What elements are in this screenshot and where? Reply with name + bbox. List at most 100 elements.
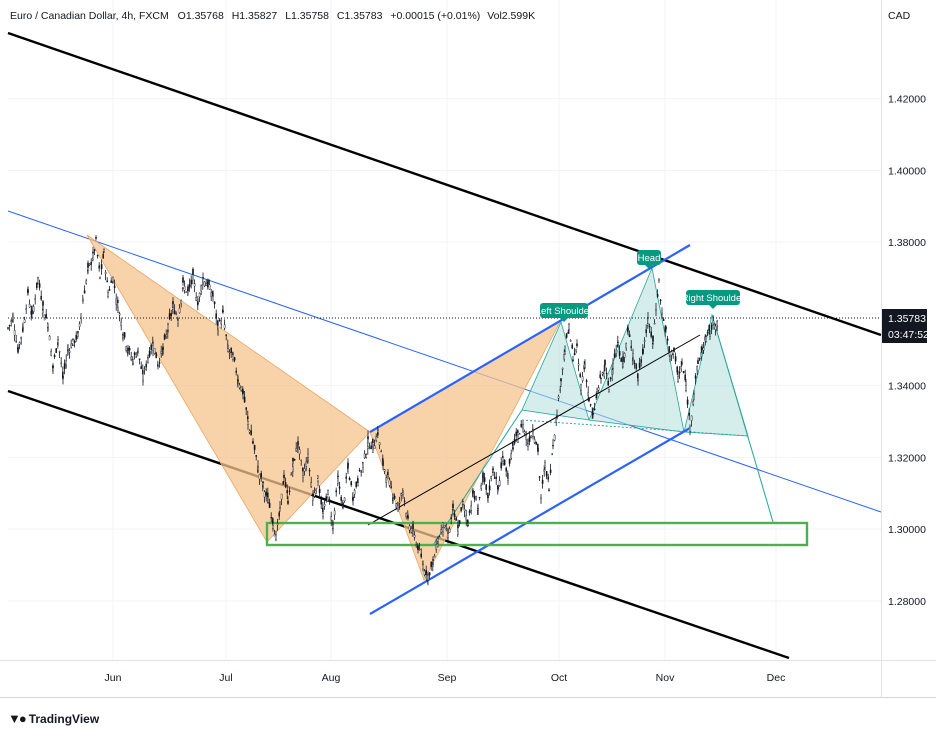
candle-body — [348, 477, 351, 480]
candle-body — [556, 415, 558, 419]
candle-body — [445, 528, 448, 530]
candle-body — [388, 479, 391, 486]
candle-body — [448, 528, 451, 533]
candle-body — [600, 377, 602, 380]
candle-body — [402, 492, 404, 495]
candle-body — [115, 298, 117, 305]
candle-body — [597, 387, 600, 391]
price-axis[interactable]: 1.420001.400001.380001.360001.340001.320… — [888, 94, 926, 608]
candle-body — [265, 491, 268, 496]
candle-body — [669, 356, 671, 360]
candle-body — [412, 523, 414, 529]
candle-body — [273, 534, 276, 537]
candle-body — [655, 308, 657, 311]
candle-body — [637, 379, 639, 382]
svg-text:1.35783: 1.35783 — [888, 313, 926, 325]
candle-body — [191, 274, 194, 281]
candle-body — [596, 391, 598, 394]
candle-body — [522, 424, 524, 429]
candle-body — [702, 347, 705, 351]
candle-body — [107, 292, 109, 297]
candle-body — [120, 321, 122, 327]
candle-body — [587, 392, 589, 396]
candle-body — [564, 351, 566, 355]
candle-body — [228, 351, 231, 354]
candle-body — [645, 329, 647, 333]
candle-body — [716, 320, 718, 326]
candle-body — [218, 319, 221, 322]
candle-body — [470, 505, 473, 511]
candle-body — [505, 467, 508, 472]
candle-body — [377, 430, 379, 433]
candle-body — [537, 448, 539, 452]
svg-text:Euro / Canadian Dollar, 4h, FX: Euro / Canadian Dollar, 4h, FXCM O1.3576… — [10, 10, 535, 22]
candle-body — [225, 334, 228, 336]
candle-body — [91, 258, 94, 261]
candle-body — [460, 507, 463, 511]
candle-body — [22, 327, 24, 329]
time-axis[interactable]: Jun Jul Aug Sep Oct Nov Dec — [105, 672, 786, 684]
candle-body — [696, 366, 698, 371]
candle-body — [365, 454, 368, 458]
candle-body — [492, 468, 494, 471]
candle-body — [575, 348, 577, 352]
tradingview-logo[interactable]: ▼● TradingView — [8, 711, 99, 726]
candle-body — [475, 499, 478, 501]
candle-body — [682, 371, 685, 373]
candle-body — [468, 510, 471, 513]
candle-body — [523, 431, 526, 434]
candle-body — [357, 478, 359, 483]
candle-body — [34, 298, 36, 300]
candle-body — [457, 524, 459, 528]
candle-body — [601, 372, 604, 375]
candle-body — [535, 441, 537, 445]
candle-body — [188, 284, 191, 288]
candle-body — [533, 439, 536, 443]
candle-body — [158, 362, 161, 364]
candle-body — [673, 347, 675, 352]
candle-body — [425, 570, 428, 575]
candle-body — [714, 325, 717, 330]
candle-body — [93, 249, 96, 251]
candle-body — [658, 279, 660, 281]
change-value: +0.00015 (+0.01%) — [390, 10, 480, 22]
candle-body — [312, 493, 314, 497]
candle-body — [48, 335, 51, 341]
candle-body — [175, 313, 178, 315]
candle-body — [282, 481, 285, 485]
candle-body — [182, 277, 184, 283]
candle-body — [397, 504, 399, 510]
candle-body — [387, 474, 389, 478]
candle-body — [412, 533, 414, 535]
candle-body — [659, 299, 662, 302]
candle-body — [208, 284, 211, 290]
candle-body — [216, 320, 219, 326]
candle-body — [548, 489, 550, 491]
candle-body — [347, 462, 349, 468]
candle-body — [240, 386, 243, 391]
candle-body — [187, 286, 189, 291]
candle-body — [408, 525, 411, 531]
candle-body — [656, 294, 659, 297]
candle-body — [576, 343, 578, 347]
candle-body — [328, 499, 331, 502]
candle-body — [540, 497, 542, 500]
candle-body — [248, 430, 251, 433]
candle-body — [367, 446, 369, 449]
hs-left-shoulder-area — [521, 320, 590, 421]
candle-body — [698, 358, 701, 360]
candle-body — [63, 363, 66, 370]
candle-body — [520, 424, 522, 427]
candle-body — [85, 280, 87, 284]
candle-body — [345, 476, 348, 479]
candle-body — [508, 459, 511, 464]
candle-body — [670, 351, 673, 356]
candle-body — [572, 359, 574, 361]
rising-channel-upper — [369, 244, 691, 433]
candle-body — [87, 262, 89, 268]
label-head: Head — [637, 250, 661, 269]
open-value: O1.35768 — [178, 10, 224, 22]
y-tick-label: 1.30000 — [888, 524, 926, 536]
candle-body — [92, 251, 94, 254]
